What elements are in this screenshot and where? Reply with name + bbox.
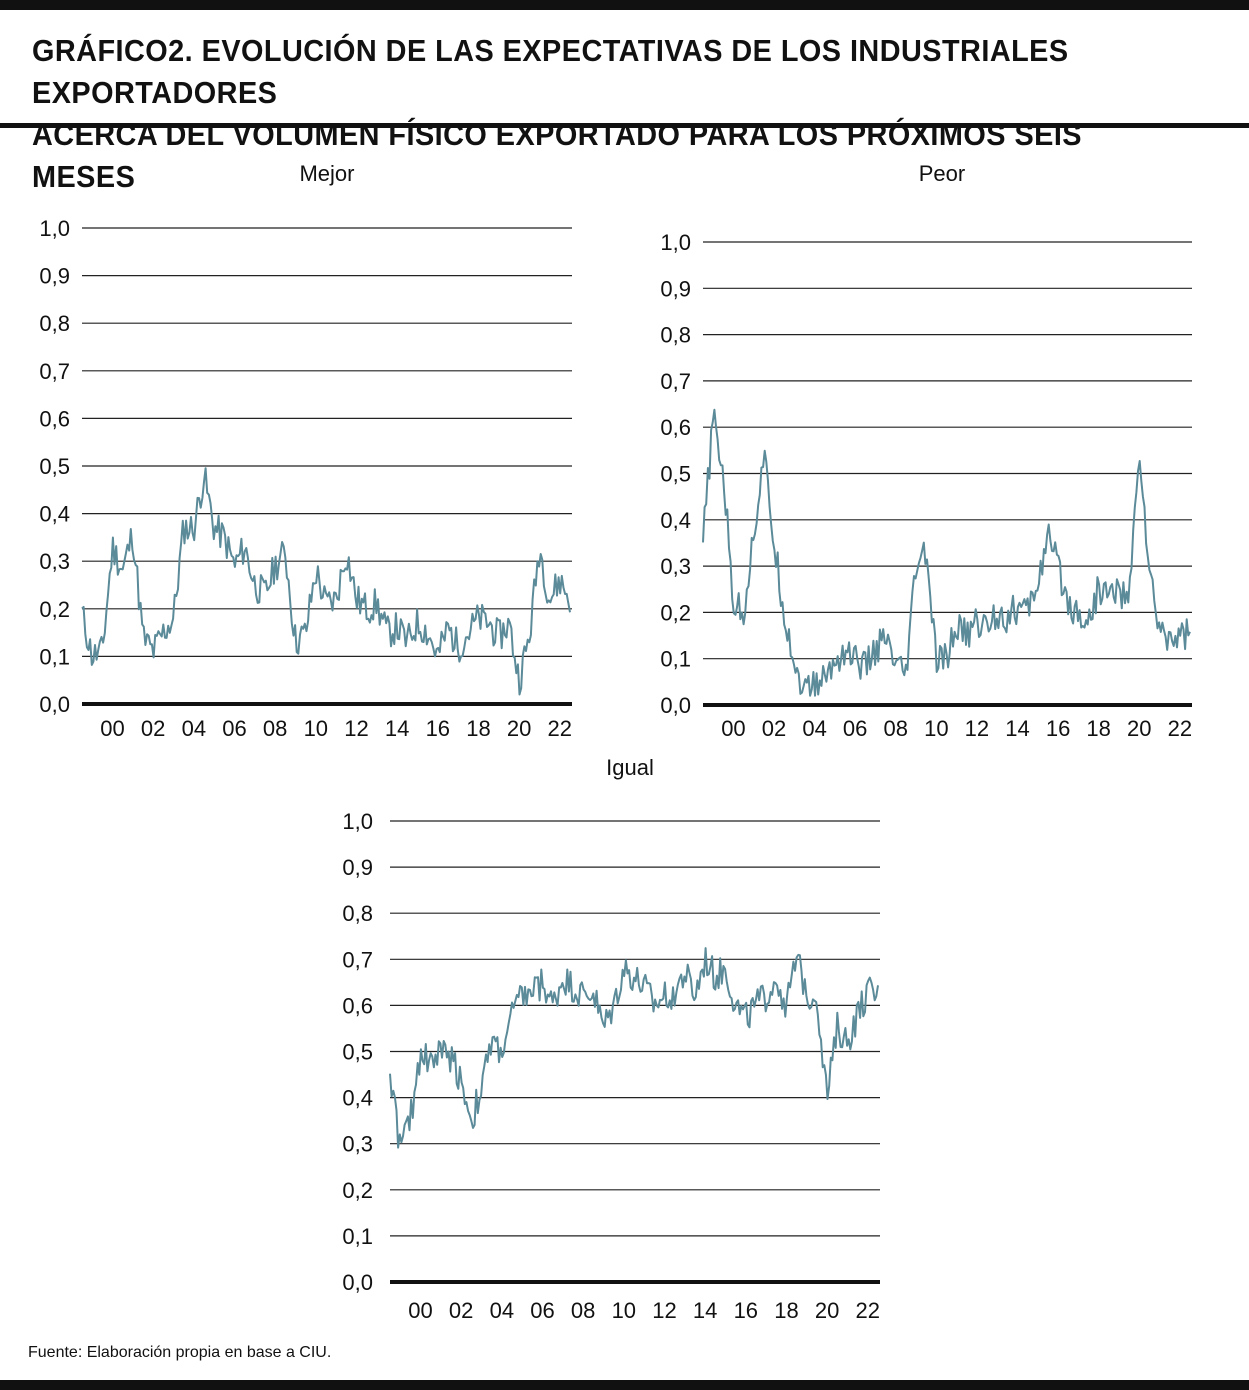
- y-tick-label-igual: 0,5: [342, 1040, 373, 1065]
- y-tick-label-peor: 1,0: [660, 230, 691, 255]
- chart-mejor: Mejor 0,0 0,1 0,2 0,3 0,4 0,5 0,6 0,7 0,8 0,9 1,0 00…: [39, 161, 572, 741]
- y-tick-label-igual: 0,7: [342, 947, 373, 972]
- x-tick-label-mejor: 08: [263, 716, 287, 741]
- y-tick-label-mejor: 0,9: [39, 264, 70, 289]
- x-tick-label-peor: 00: [721, 716, 745, 741]
- page-title: GRÁFICO2. EVOLUCIÓN DE LAS EXPECTATIVAS …: [32, 30, 1139, 198]
- x-tick-label-peor: 10: [924, 716, 948, 741]
- chart-peor: Peor 0,0 0,1 0,2 0,3 0,4 0,5 0,6 0,7 0,8 0,9 1,0 00 0…: [660, 161, 1192, 741]
- y-tick-label-igual: 0,4: [342, 1086, 373, 1111]
- y-tick-label-igual: 0,9: [342, 855, 373, 880]
- x-tick-label-igual: 18: [774, 1298, 798, 1323]
- title-line-2: ACERCA DEL VOLUMEN FÍSICO EXPORTADO PARA…: [32, 117, 1082, 194]
- y-tick-label-mejor: 0,7: [39, 359, 70, 384]
- x-tick-label-peor: 14: [1005, 716, 1029, 741]
- y-tick-label-mejor: 0,2: [39, 597, 70, 622]
- title-line-1: GRÁFICO2. EVOLUCIÓN DE LAS EXPECTATIVAS …: [32, 33, 1069, 110]
- x-tick-label-igual: 20: [815, 1298, 839, 1323]
- y-tick-label-mejor: 0,3: [39, 549, 70, 574]
- y-tick-label-peor: 0,2: [660, 600, 691, 625]
- y-tick-label-peor: 0,3: [660, 554, 691, 579]
- x-tick-label-peor: 16: [1046, 716, 1070, 741]
- x-tick-label-igual: 08: [571, 1298, 595, 1323]
- x-tick-label-igual: 16: [734, 1298, 758, 1323]
- y-tick-label-peor: 0,8: [660, 323, 691, 348]
- x-tick-label-mejor: 16: [426, 716, 450, 741]
- y-tick-label-peor: 0,0: [660, 693, 691, 718]
- y-tick-label-igual: 1,0: [342, 809, 373, 834]
- x-tick-label-mejor: 02: [141, 716, 165, 741]
- chart-title-peor: Peor: [919, 161, 965, 186]
- y-tick-label-peor: 0,1: [660, 647, 691, 672]
- x-tick-label-peor: 12: [965, 716, 989, 741]
- x-tick-label-igual: 14: [693, 1298, 717, 1323]
- chart-title-igual: Igual: [606, 755, 654, 780]
- x-tick-label-mejor: 20: [507, 716, 531, 741]
- bottom-rule: [0, 1380, 1249, 1390]
- y-tick-label-mejor: 0,5: [39, 454, 70, 479]
- y-tick-label-peor: 0,5: [660, 462, 691, 487]
- y-tick-label-mejor: 0,8: [39, 311, 70, 336]
- series-line-igual: [389, 947, 879, 1149]
- title-rule: [0, 123, 1249, 128]
- y-tick-label-igual: 0,8: [342, 901, 373, 926]
- y-tick-label-peor: 0,6: [660, 415, 691, 440]
- y-tick-label-igual: 0,0: [342, 1270, 373, 1295]
- chart-title-mejor: Mejor: [299, 161, 354, 186]
- x-tick-label-igual: 10: [612, 1298, 636, 1323]
- y-tick-label-peor: 0,9: [660, 276, 691, 301]
- x-tick-label-mejor: 14: [385, 716, 409, 741]
- x-tick-label-peor: 04: [802, 716, 826, 741]
- source-note: Fuente: Elaboración propia en base a CIU…: [28, 1344, 332, 1361]
- x-tick-label-peor: 08: [884, 716, 908, 741]
- x-tick-label-mejor: 06: [222, 716, 246, 741]
- series-line-mejor: [81, 467, 571, 696]
- x-tick-label-mejor: 22: [548, 716, 572, 741]
- y-tick-label-igual: 0,6: [342, 993, 373, 1018]
- y-tick-label-peor: 0,7: [660, 369, 691, 394]
- y-tick-label-igual: 0,1: [342, 1224, 373, 1249]
- y-tick-label-mejor: 0,1: [39, 644, 70, 669]
- x-tick-label-peor: 18: [1086, 716, 1110, 741]
- top-rule: [0, 0, 1249, 10]
- x-tick-label-igual: 22: [856, 1298, 880, 1323]
- y-tick-label-mejor: 1,0: [39, 216, 70, 241]
- x-tick-label-peor: 20: [1127, 716, 1151, 741]
- y-tick-label-mejor: 0,6: [39, 406, 70, 431]
- x-tick-label-mejor: 04: [182, 716, 206, 741]
- x-tick-label-mejor: 10: [304, 716, 328, 741]
- x-tick-label-peor: 22: [1168, 716, 1192, 741]
- x-tick-label-mejor: 12: [344, 716, 368, 741]
- x-tick-label-igual: 02: [449, 1298, 473, 1323]
- x-tick-label-mejor: 18: [466, 716, 490, 741]
- x-tick-label-igual: 00: [408, 1298, 432, 1323]
- y-tick-label-igual: 0,2: [342, 1178, 373, 1203]
- y-tick-label-peor: 0,4: [660, 508, 691, 533]
- x-tick-label-igual: 06: [530, 1298, 554, 1323]
- y-tick-label-mejor: 0,4: [39, 502, 70, 527]
- x-tick-label-peor: 06: [843, 716, 867, 741]
- x-tick-label-mejor: 00: [100, 716, 124, 741]
- y-tick-label-igual: 0,3: [342, 1132, 373, 1157]
- x-tick-label-peor: 02: [762, 716, 786, 741]
- x-tick-label-igual: 04: [490, 1298, 514, 1323]
- series-line-peor: [702, 408, 1191, 697]
- x-tick-label-igual: 12: [652, 1298, 676, 1323]
- chart-igual: Igual 0,0 0,1 0,2 0,3 0,4 0,5 0,6 0,7 0,8 0,9 1,0 00…: [342, 755, 880, 1323]
- y-tick-label-mejor: 0,0: [39, 692, 70, 717]
